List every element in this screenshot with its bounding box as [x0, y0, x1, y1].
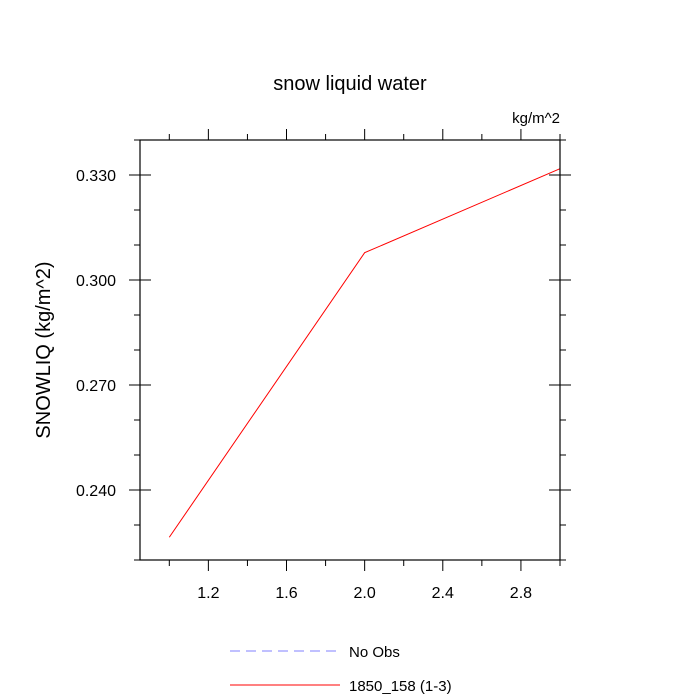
x-tick-label: 1.2 — [197, 585, 219, 602]
x-tick-label: 1.6 — [275, 585, 297, 602]
units-label: kg/m^2 — [512, 110, 560, 127]
y-axis-label: SNOWLIQ (kg/m^2) — [33, 261, 55, 438]
y-tick-label: 0.330 — [76, 168, 116, 185]
legend: No Obs 1850_158 (1-3) — [230, 644, 452, 695]
x-tick-label: 2.4 — [432, 585, 454, 602]
series-line — [168, 168, 561, 538]
y-tick-label: 0.300 — [76, 273, 116, 290]
plot-frame — [139, 139, 561, 561]
legend-label: 1850_158 (1-3) — [349, 678, 452, 695]
plot-lines — [168, 168, 561, 538]
y-tick-label: 0.270 — [76, 378, 116, 395]
x-tick-label: 2.0 — [354, 585, 376, 602]
tick-labels: 1.2 1.6 2.0 2.4 2.8 0.240 0.270 0.300 0.330 — [76, 168, 532, 602]
legend-label: No Obs — [349, 644, 400, 661]
axis-ticks — [129, 129, 571, 571]
y-tick-label: 0.240 — [76, 483, 116, 500]
x-tick-label: 2.8 — [510, 585, 532, 602]
chart-title: snow liquid water — [273, 73, 427, 95]
